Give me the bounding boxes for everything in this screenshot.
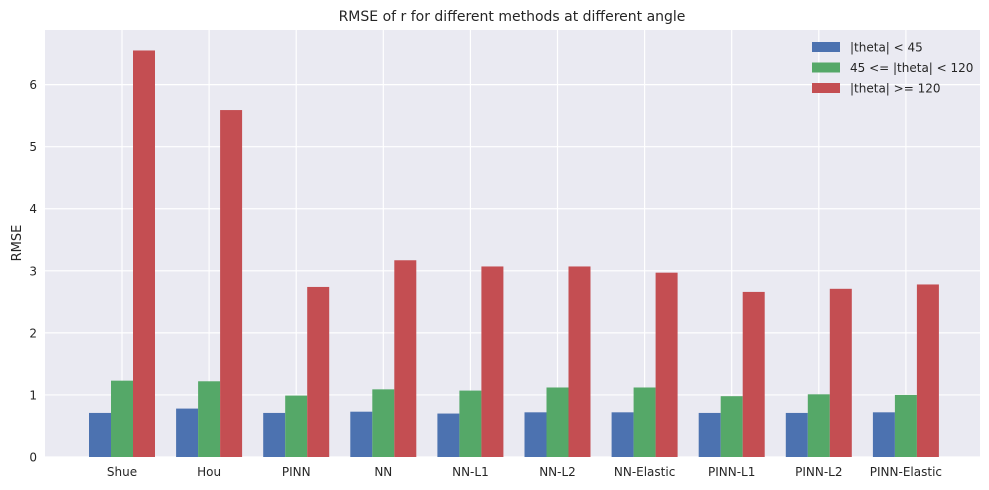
- bar: [698, 412, 721, 457]
- bar: [307, 286, 330, 457]
- y-tick-label: 4: [29, 202, 37, 216]
- bar: [89, 412, 111, 457]
- legend: |theta| < 45 45 <= |theta| < 120 |theta| >…: [812, 41, 973, 96]
- x-tick-label: Shue: [107, 465, 137, 479]
- legend-swatch: [812, 83, 840, 93]
- bar: [829, 288, 852, 457]
- bar: [350, 411, 373, 457]
- y-tick-label: 2: [29, 326, 37, 340]
- chart-title: RMSE of r for different methods at diffe…: [339, 9, 686, 25]
- bars: [89, 50, 939, 457]
- bar: [807, 394, 830, 457]
- legend-label: |theta| < 45: [850, 41, 923, 55]
- x-tick-label: NN: [374, 465, 392, 479]
- bar: [394, 260, 417, 457]
- bar: [742, 291, 765, 457]
- bar: [285, 395, 308, 457]
- y-axis-label: RMSE: [10, 225, 25, 262]
- bar: [220, 110, 243, 457]
- bar: [546, 387, 569, 457]
- y-tick-label: 0: [29, 451, 37, 465]
- bar: [263, 412, 286, 457]
- x-tick-label: Hou: [197, 465, 221, 479]
- x-tick-label: NN-L2: [539, 465, 576, 479]
- bar: [785, 412, 808, 457]
- bar: [633, 387, 656, 457]
- bar: [524, 412, 547, 457]
- bar: [481, 266, 504, 457]
- bar: [459, 390, 482, 457]
- bar: [111, 380, 133, 457]
- bar: [720, 396, 743, 457]
- bar: [611, 412, 634, 457]
- bar: [437, 413, 460, 457]
- y-tick-label: 1: [29, 388, 37, 402]
- x-tick-label: PINN: [282, 465, 311, 479]
- x-tick-label: PINN-L2: [795, 465, 842, 479]
- x-tick-label: NN-Elastic: [614, 465, 675, 479]
- x-tick-label: PINN-L1: [708, 465, 755, 479]
- y-tick-label: 6: [29, 78, 37, 92]
- legend-label: 45 <= |theta| < 120: [850, 61, 973, 75]
- bar: [568, 266, 591, 457]
- y-tick-label: 3: [29, 264, 37, 278]
- grid: [45, 30, 980, 458]
- bar: [894, 394, 917, 457]
- bar: [916, 284, 939, 457]
- x-tick-label: PINN-Elastic: [870, 465, 942, 479]
- legend-swatch: [812, 42, 840, 52]
- bar: [372, 389, 395, 457]
- bar: [176, 408, 199, 457]
- bar: [655, 272, 678, 457]
- legend-swatch: [812, 62, 840, 73]
- bar: [133, 50, 155, 457]
- bar: [198, 381, 221, 457]
- bar: [872, 412, 895, 457]
- y-ticks: 0 1 2 3 4 5 6: [29, 78, 37, 464]
- y-tick-label: 5: [29, 140, 37, 154]
- legend-label: |theta| >= 120: [850, 82, 940, 96]
- x-tick-label: NN-L1: [452, 465, 489, 479]
- x-ticks: Shue Hou PINN NN NN-L1 NN-L2 NN-Elastic PINN-L1…: [107, 465, 942, 479]
